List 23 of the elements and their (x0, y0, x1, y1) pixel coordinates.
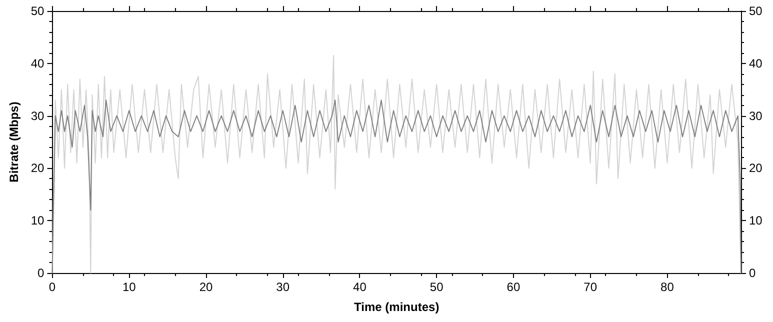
y-tick-label: 50 (30, 4, 45, 18)
y-tick-label: 20 (30, 161, 45, 176)
x-tick-label: 70 (584, 280, 598, 294)
y2-tick-label: 20 (749, 161, 763, 176)
x-tick-label: 60 (506, 280, 520, 294)
x-axis-title: Time (minutes) (354, 300, 440, 314)
y-tick-label: 40 (30, 56, 45, 70)
x-tick-label: 0 (48, 280, 56, 294)
y2-tick-label: 50 (749, 4, 763, 18)
y2-tick-label: 40 (749, 56, 763, 70)
x-tick-label: 40 (353, 280, 367, 294)
y-tick-label: 10 (30, 214, 45, 228)
y2-tick-label: 30 (749, 108, 763, 123)
y-tick-label: 0 (38, 266, 45, 280)
y2-tick-label: 0 (749, 266, 756, 280)
x-tick-label: 50 (430, 280, 444, 294)
x-tick-label: 30 (276, 280, 290, 294)
x-tick-label: 10 (122, 280, 136, 294)
y-tick-label: 30 (30, 108, 45, 123)
y2-tick-label: 10 (749, 214, 763, 228)
x-tick-label: 80 (660, 280, 674, 294)
x-tick-label: 20 (199, 280, 213, 294)
y-axis-title: Bitrate (Mbps) (7, 102, 21, 182)
